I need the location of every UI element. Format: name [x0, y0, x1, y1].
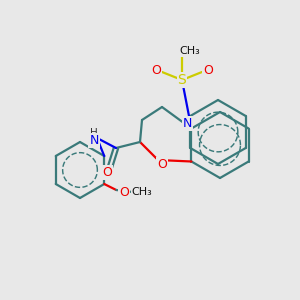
- Text: N: N: [89, 134, 99, 146]
- Text: CH₃: CH₃: [132, 187, 153, 197]
- Text: O: O: [102, 166, 112, 178]
- Text: S: S: [178, 73, 186, 87]
- Text: N: N: [183, 117, 192, 130]
- Text: CH₃: CH₃: [180, 46, 200, 56]
- Text: H: H: [90, 128, 98, 138]
- Text: O: O: [119, 185, 129, 199]
- Text: O: O: [157, 158, 167, 170]
- Text: O: O: [203, 64, 213, 76]
- Text: O: O: [151, 64, 161, 76]
